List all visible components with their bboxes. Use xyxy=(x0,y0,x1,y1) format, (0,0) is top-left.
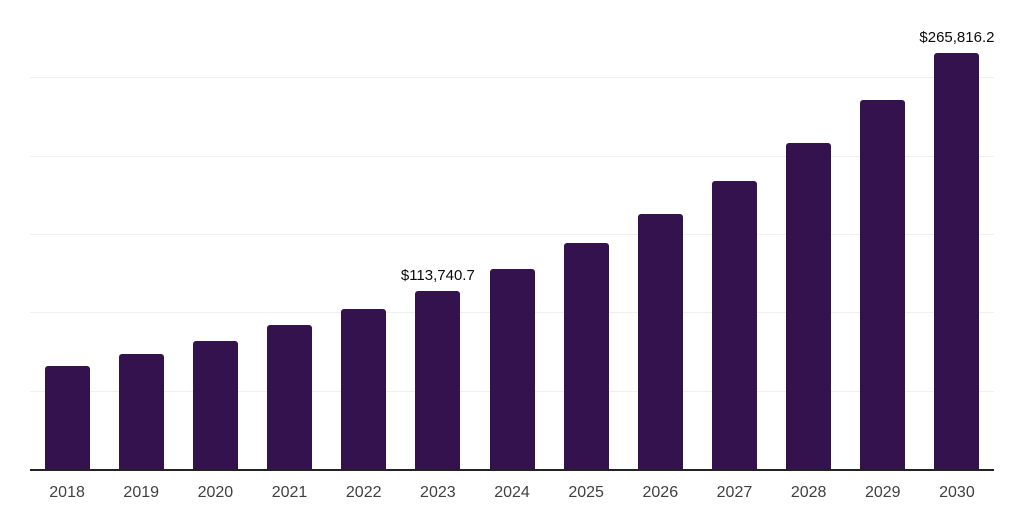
bar-2020[interactable] xyxy=(192,340,238,469)
x-tick-2021: 2021 xyxy=(271,484,308,501)
bar-2026[interactable] xyxy=(637,214,683,469)
x-tick-2030: 2030 xyxy=(939,484,975,501)
bar-2025[interactable] xyxy=(563,242,609,469)
bar-2018[interactable] xyxy=(44,365,90,469)
x-tick-2029: 2029 xyxy=(864,484,901,501)
gridline-200000 xyxy=(30,155,994,157)
data-label-2030: $265,816.2 xyxy=(919,28,995,46)
bar-2022[interactable] xyxy=(341,309,387,469)
bar-2024[interactable] xyxy=(489,269,535,469)
x-tick-2022: 2022 xyxy=(345,484,382,501)
x-axis-labels: 2018 2019 2020 2021 2022 2023 2024 2025 2026 2027… xyxy=(30,484,994,504)
x-tick-2019: 2019 xyxy=(123,484,160,501)
bar-2027[interactable] xyxy=(711,180,757,469)
plot-area: $113,740.7 $265,816.2 xyxy=(30,1,994,471)
gridline-150000 xyxy=(30,234,994,235)
x-tick-2025: 2025 xyxy=(568,484,604,501)
x-tick-2028: 2028 xyxy=(790,484,827,501)
x-tick-2024: 2024 xyxy=(494,484,530,501)
x-tick-2027: 2027 xyxy=(716,484,753,501)
x-tick-2018: 2018 xyxy=(49,484,85,501)
x-tick-2020: 2020 xyxy=(197,484,234,501)
bar-2029[interactable] xyxy=(860,100,906,469)
bar-2030[interactable] xyxy=(934,52,980,469)
gridline-250000 xyxy=(30,77,994,79)
x-tick-2023: 2023 xyxy=(420,484,456,501)
bar-2021[interactable] xyxy=(267,325,313,469)
bar-2028[interactable] xyxy=(786,142,832,469)
bar-2019[interactable] xyxy=(118,354,164,469)
bar-2023[interactable] xyxy=(415,290,461,469)
x-tick-2026: 2026 xyxy=(642,484,679,501)
data-label-2023: $113,740.7 xyxy=(400,266,475,284)
